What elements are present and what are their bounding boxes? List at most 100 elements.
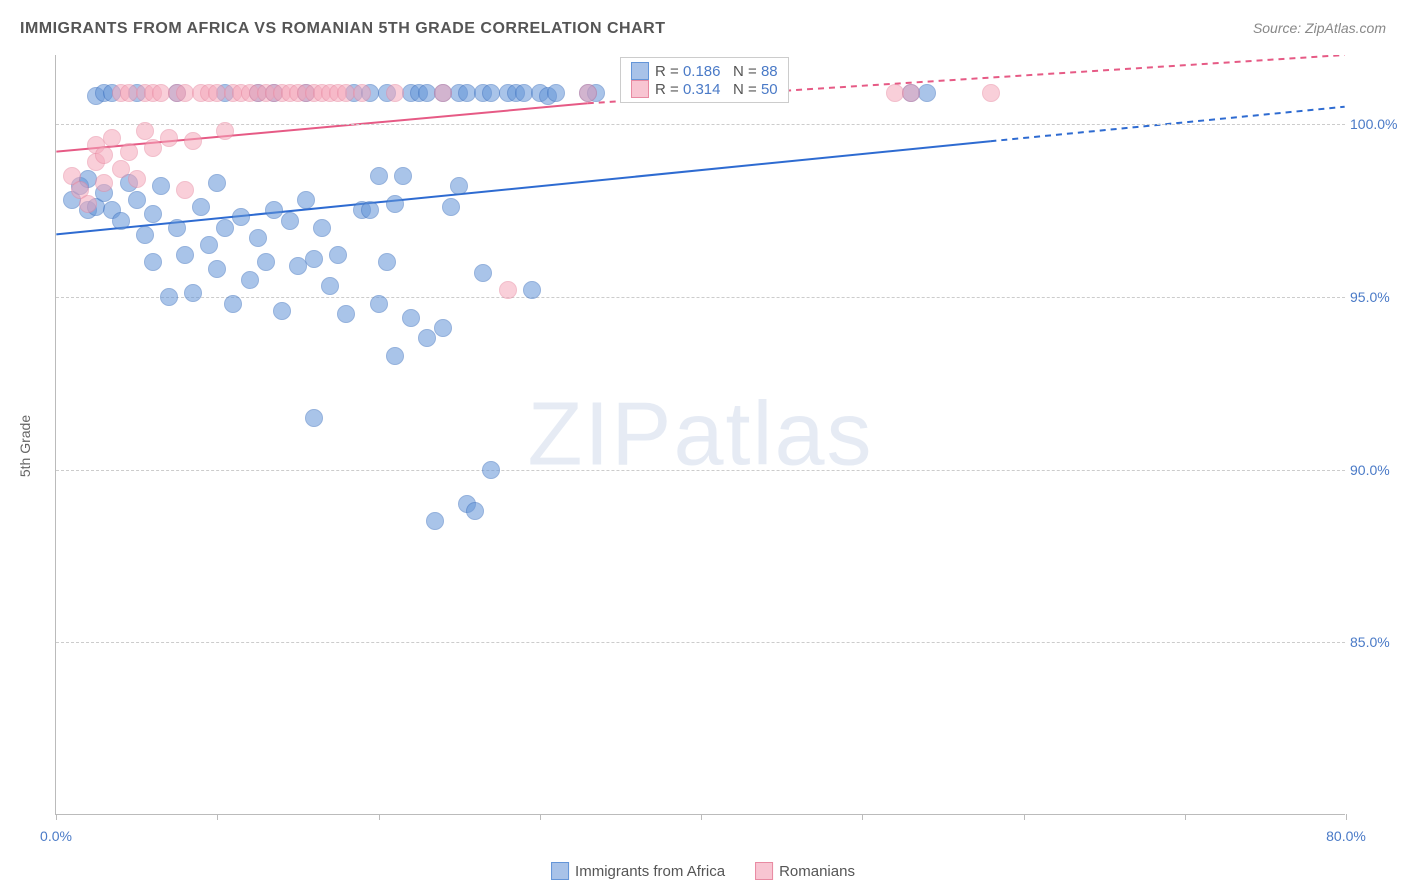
- data-point: [265, 201, 283, 219]
- bottom-legend-label: Romanians: [779, 863, 855, 880]
- data-point: [313, 219, 331, 237]
- data-point: [281, 212, 299, 230]
- legend-swatch: [631, 80, 649, 98]
- data-point: [136, 226, 154, 244]
- data-point: [232, 208, 250, 226]
- data-point: [297, 191, 315, 209]
- data-point: [128, 170, 146, 188]
- stats-legend-text: R = 0.186 N = 88: [655, 63, 778, 80]
- chart-title: IMMIGRANTS FROM AFRICA VS ROMANIAN 5TH G…: [20, 20, 666, 38]
- data-point: [442, 198, 460, 216]
- data-point: [450, 177, 468, 195]
- x-tick: [1024, 814, 1025, 820]
- y-tick-label: 90.0%: [1350, 462, 1405, 478]
- data-point: [152, 177, 170, 195]
- data-point: [136, 122, 154, 140]
- data-point: [918, 84, 936, 102]
- watermark: ZIPatlas: [527, 383, 873, 486]
- data-point: [144, 253, 162, 271]
- plot-area: ZIPatlas 85.0%90.0%95.0%100.0%0.0%80.0%: [55, 55, 1345, 815]
- data-point: [176, 181, 194, 199]
- data-point: [249, 229, 267, 247]
- data-point: [370, 295, 388, 313]
- chart-container: IMMIGRANTS FROM AFRICA VS ROMANIAN 5TH G…: [0, 0, 1406, 892]
- data-point: [241, 271, 259, 289]
- data-point: [418, 329, 436, 347]
- x-tick: [701, 814, 702, 820]
- x-tick: [1346, 814, 1347, 820]
- data-point: [579, 84, 597, 102]
- data-point: [257, 253, 275, 271]
- stats-legend-row: R = 0.186 N = 88: [631, 62, 778, 80]
- data-point: [982, 84, 1000, 102]
- data-point: [466, 502, 484, 520]
- data-point: [547, 84, 565, 102]
- bottom-legend-item: Immigrants from Africa: [551, 862, 725, 880]
- data-point: [474, 264, 492, 282]
- bottom-legend: Immigrants from Africa Romanians: [551, 862, 855, 880]
- data-point: [208, 174, 226, 192]
- data-point: [112, 212, 130, 230]
- x-tick: [1185, 814, 1186, 820]
- legend-swatch: [631, 62, 649, 80]
- gridline: [56, 470, 1345, 471]
- data-point: [305, 409, 323, 427]
- data-point: [434, 84, 452, 102]
- y-tick-label: 85.0%: [1350, 634, 1405, 650]
- x-tick: [379, 814, 380, 820]
- source-attribution: Source: ZipAtlas.com: [1253, 20, 1386, 36]
- data-point: [426, 512, 444, 530]
- data-point: [184, 132, 202, 150]
- data-point: [482, 461, 500, 479]
- data-point: [370, 167, 388, 185]
- bottom-legend-label: Immigrants from Africa: [575, 863, 725, 880]
- data-point: [353, 84, 371, 102]
- data-point: [200, 236, 218, 254]
- data-point: [329, 246, 347, 264]
- data-point: [402, 309, 420, 327]
- data-point: [120, 143, 138, 161]
- data-point: [305, 250, 323, 268]
- data-point: [394, 167, 412, 185]
- data-point: [144, 139, 162, 157]
- data-point: [434, 319, 452, 337]
- x-tick: [862, 814, 863, 820]
- gridline: [56, 642, 1345, 643]
- legend-swatch: [755, 862, 773, 880]
- y-tick-label: 100.0%: [1350, 116, 1405, 132]
- data-point: [902, 84, 920, 102]
- y-axis-title: 5th Grade: [17, 415, 33, 477]
- x-tick: [217, 814, 218, 820]
- data-point: [523, 281, 541, 299]
- data-point: [192, 198, 210, 216]
- data-point: [160, 288, 178, 306]
- stats-legend-text: R = 0.314 N = 50: [655, 81, 778, 98]
- data-point: [184, 284, 202, 302]
- y-tick-label: 95.0%: [1350, 289, 1405, 305]
- data-point: [144, 205, 162, 223]
- trend-lines-layer: [56, 55, 1345, 814]
- x-tick-label: 0.0%: [40, 828, 72, 844]
- stats-legend-row: R = 0.314 N = 50: [631, 80, 778, 98]
- data-point: [112, 160, 130, 178]
- data-point: [386, 347, 404, 365]
- data-point: [337, 305, 355, 323]
- data-point: [128, 191, 146, 209]
- data-point: [160, 129, 178, 147]
- data-point: [378, 253, 396, 271]
- data-point: [321, 277, 339, 295]
- gridline: [56, 124, 1345, 125]
- bottom-legend-item: Romanians: [755, 862, 855, 880]
- data-point: [79, 195, 97, 213]
- data-point: [208, 260, 226, 278]
- legend-swatch: [551, 862, 569, 880]
- x-tick: [56, 814, 57, 820]
- data-point: [95, 174, 113, 192]
- data-point: [103, 129, 121, 147]
- x-tick: [540, 814, 541, 820]
- data-point: [386, 195, 404, 213]
- data-point: [168, 219, 186, 237]
- data-point: [176, 246, 194, 264]
- data-point: [95, 146, 113, 164]
- x-tick-label: 80.0%: [1326, 828, 1366, 844]
